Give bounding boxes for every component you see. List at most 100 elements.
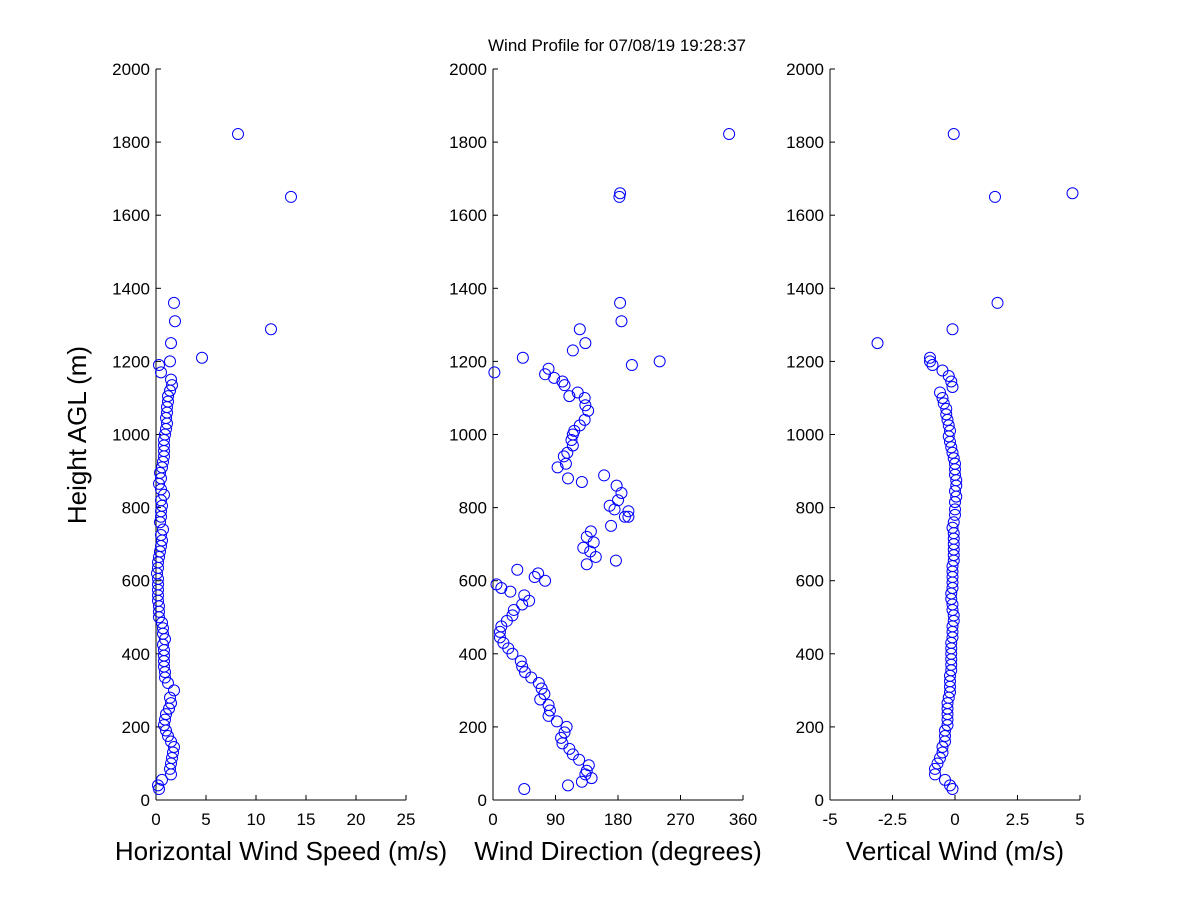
data-point <box>934 751 946 764</box>
data-point <box>622 510 635 523</box>
data-point <box>156 773 168 786</box>
x-tick-label: 5 <box>1075 810 1084 829</box>
data-point <box>573 323 586 336</box>
y-tick-label: 800 <box>796 499 824 518</box>
data-point <box>516 598 529 611</box>
x-tick-label: 0 <box>488 810 497 829</box>
y-tick-label: 600 <box>459 572 487 591</box>
data-point <box>608 503 621 516</box>
data-point <box>162 390 174 403</box>
data-point <box>156 616 168 629</box>
data-point <box>584 525 597 538</box>
data-point <box>577 541 590 554</box>
x-axis-label: Wind Direction (degrees) <box>474 836 762 866</box>
data-point <box>949 457 961 470</box>
data-point <box>945 375 958 388</box>
data-point <box>566 344 579 357</box>
data-point <box>615 315 628 328</box>
y-tick-label: 800 <box>459 499 487 518</box>
data-point <box>557 450 570 463</box>
data-point <box>528 571 541 584</box>
data-point <box>542 362 555 375</box>
data-point <box>196 351 208 364</box>
data-point <box>625 359 638 372</box>
y-tick-label: 400 <box>796 645 824 664</box>
data-point <box>614 296 627 309</box>
data-point <box>155 529 167 542</box>
data-point <box>582 759 595 772</box>
data-point <box>169 315 181 328</box>
y-tick-label: 400 <box>122 645 150 664</box>
data-point <box>166 379 178 392</box>
y-tick-label: 200 <box>459 718 487 737</box>
x-tick-label: -2.5 <box>878 810 907 829</box>
data-point <box>507 603 520 616</box>
y-tick-label: 1800 <box>449 133 487 152</box>
y-tick-label: 0 <box>478 791 487 810</box>
y-tick-label: 1400 <box>449 279 487 298</box>
x-tick-label: 20 <box>347 810 366 829</box>
data-point <box>939 730 951 743</box>
data-point <box>518 783 531 796</box>
y-tick-label: 1200 <box>786 352 824 371</box>
x-tick-label: 2.5 <box>1006 810 1030 829</box>
data-point <box>580 558 593 571</box>
data-point <box>947 452 960 465</box>
y-tick-label: 0 <box>141 791 150 810</box>
data-point <box>518 589 531 602</box>
y-tick-label: 600 <box>122 572 150 591</box>
data-point <box>155 366 167 379</box>
data-point <box>158 488 170 501</box>
data-point <box>162 730 174 743</box>
data-point <box>937 397 950 410</box>
y-tick-label: 200 <box>796 718 824 737</box>
data-point <box>934 386 946 399</box>
data-point <box>232 128 244 141</box>
data-point <box>941 697 954 710</box>
data-point <box>924 355 936 368</box>
data-point <box>535 682 548 695</box>
data-point <box>506 609 519 622</box>
data-point <box>942 419 955 432</box>
data-point <box>598 469 611 482</box>
x-tick-label: 0 <box>950 810 959 829</box>
data-point <box>160 708 172 721</box>
data-point <box>936 391 949 404</box>
data-point <box>165 697 177 710</box>
y-axis-label: Height AGL (m) <box>62 346 92 524</box>
data-point <box>1066 187 1079 200</box>
y-tick-label: 1600 <box>112 206 150 225</box>
data-point <box>931 757 944 770</box>
data-point <box>580 764 593 777</box>
data-point <box>939 773 951 786</box>
data-point <box>516 351 529 364</box>
y-tick-label: 1600 <box>449 206 487 225</box>
x-tick-label: 90 <box>546 810 565 829</box>
data-point <box>929 768 941 781</box>
data-point <box>157 523 169 536</box>
data-point <box>164 691 176 704</box>
y-tick-label: 2000 <box>112 60 150 79</box>
data-point <box>571 386 584 399</box>
data-point <box>989 190 1001 203</box>
x-axis-label: Vertical Wind (m/s) <box>846 836 1064 866</box>
y-tick-label: 800 <box>122 499 150 518</box>
y-tick-label: 2000 <box>449 60 487 79</box>
data-point <box>514 655 527 668</box>
data-point <box>949 508 961 521</box>
data-point <box>168 741 180 754</box>
data-point <box>532 567 545 580</box>
data-point <box>947 128 960 141</box>
data-point <box>154 466 166 479</box>
x-tick-label: -5 <box>822 810 837 829</box>
data-point <box>946 446 959 459</box>
data-point <box>159 713 171 726</box>
y-tick-label: 1400 <box>786 279 824 298</box>
x-tick-label: 5 <box>201 810 210 829</box>
data-point <box>940 408 953 421</box>
data-point <box>563 390 576 403</box>
data-point <box>511 563 524 576</box>
data-point <box>947 516 960 529</box>
